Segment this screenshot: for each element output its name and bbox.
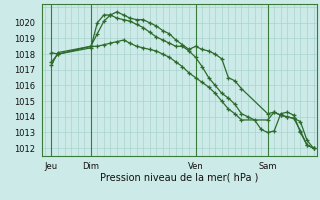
X-axis label: Pression niveau de la mer( hPa ): Pression niveau de la mer( hPa ): [100, 173, 258, 183]
